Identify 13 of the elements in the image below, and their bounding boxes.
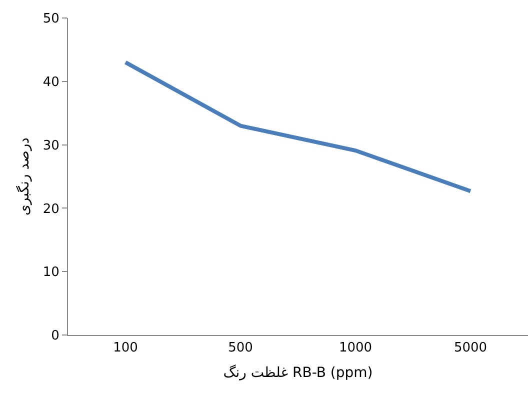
y-tick-label: 50: [42, 12, 60, 27]
x-axis-title: غلظت رنگ RB-B (ppm): [223, 364, 373, 381]
x-tick-label: 1000: [338, 340, 372, 356]
y-tick-label: 0: [51, 328, 60, 344]
x-tick-label: 100: [113, 340, 138, 356]
y-tick-label: 10: [42, 265, 60, 280]
y-tick-label: 30: [42, 138, 60, 154]
y-tick-label: 40: [42, 74, 60, 90]
y-tick-label: 20: [42, 202, 60, 217]
x-tick-label: 5000: [454, 340, 488, 356]
line-series: [124, 60, 472, 194]
y-axis-title: درصد رنگبری: [15, 138, 32, 216]
x-tick-label: 500: [228, 340, 253, 356]
